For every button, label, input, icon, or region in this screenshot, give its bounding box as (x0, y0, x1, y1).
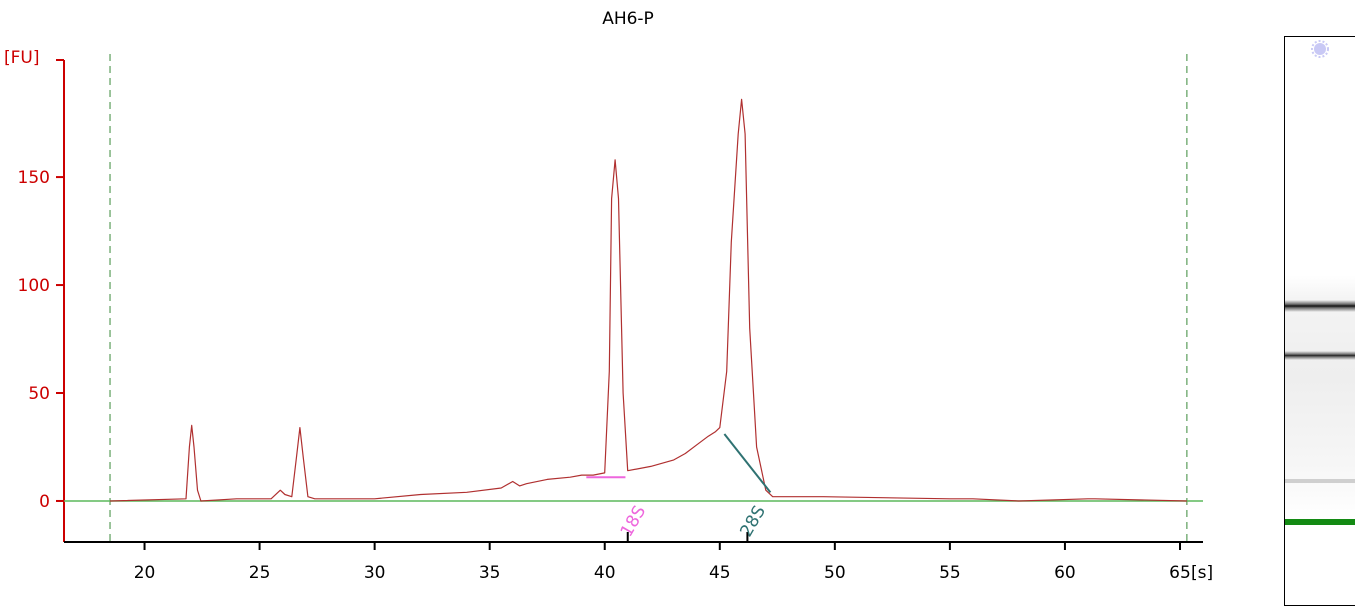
electropherogram-chart: AH6-P [FU] [s] 0 50 100 150 20 25 30 35 40 45 50 5… (4, 9, 1213, 583)
gel-band-faint (1285, 479, 1355, 483)
x-tick-label: 40 (594, 563, 616, 583)
gear-icon (1311, 40, 1329, 58)
y-tick-label: 150 (18, 168, 50, 188)
y-tick-label: 0 (39, 492, 50, 512)
axes (56, 59, 1203, 543)
gel-lane (1284, 36, 1355, 606)
y-axis-label: [FU] (4, 48, 40, 68)
x-tick-label: 55 (939, 563, 961, 583)
x-tick-label: 65 (1169, 563, 1191, 583)
marker-lines (109, 54, 1188, 542)
chart-title: AH6-P (602, 9, 654, 29)
x-axis-label: [s] (1191, 563, 1213, 583)
y-ticks: 0 50 100 150 (18, 168, 64, 512)
x-tick-label: 60 (1054, 563, 1076, 583)
peak-label-28S: 28S (736, 502, 770, 540)
x-tick-label: 30 (364, 563, 386, 583)
y-tick-label: 100 (18, 276, 50, 296)
gel-band-lower-marker (1285, 519, 1355, 525)
x-ticks: 20 25 30 35 40 45 50 55 60 65 (134, 542, 1191, 583)
peak-baseline-28S (723, 433, 772, 493)
x-tick-label: 25 (249, 563, 271, 583)
x-tick-label: 50 (824, 563, 846, 583)
series-layer (109, 98, 1187, 502)
peak-annotations: 18S 28S (586, 433, 772, 542)
x-tick-label: 20 (134, 563, 156, 583)
y-tick-label: 50 (28, 384, 50, 404)
gel-band-18s (1285, 351, 1355, 360)
peak-label-18S: 18S (617, 502, 651, 540)
signal-trace (109, 98, 1187, 502)
x-tick-label: 35 (479, 563, 501, 583)
x-tick-label: 45 (709, 563, 731, 583)
gel-band-28s (1285, 300, 1355, 312)
